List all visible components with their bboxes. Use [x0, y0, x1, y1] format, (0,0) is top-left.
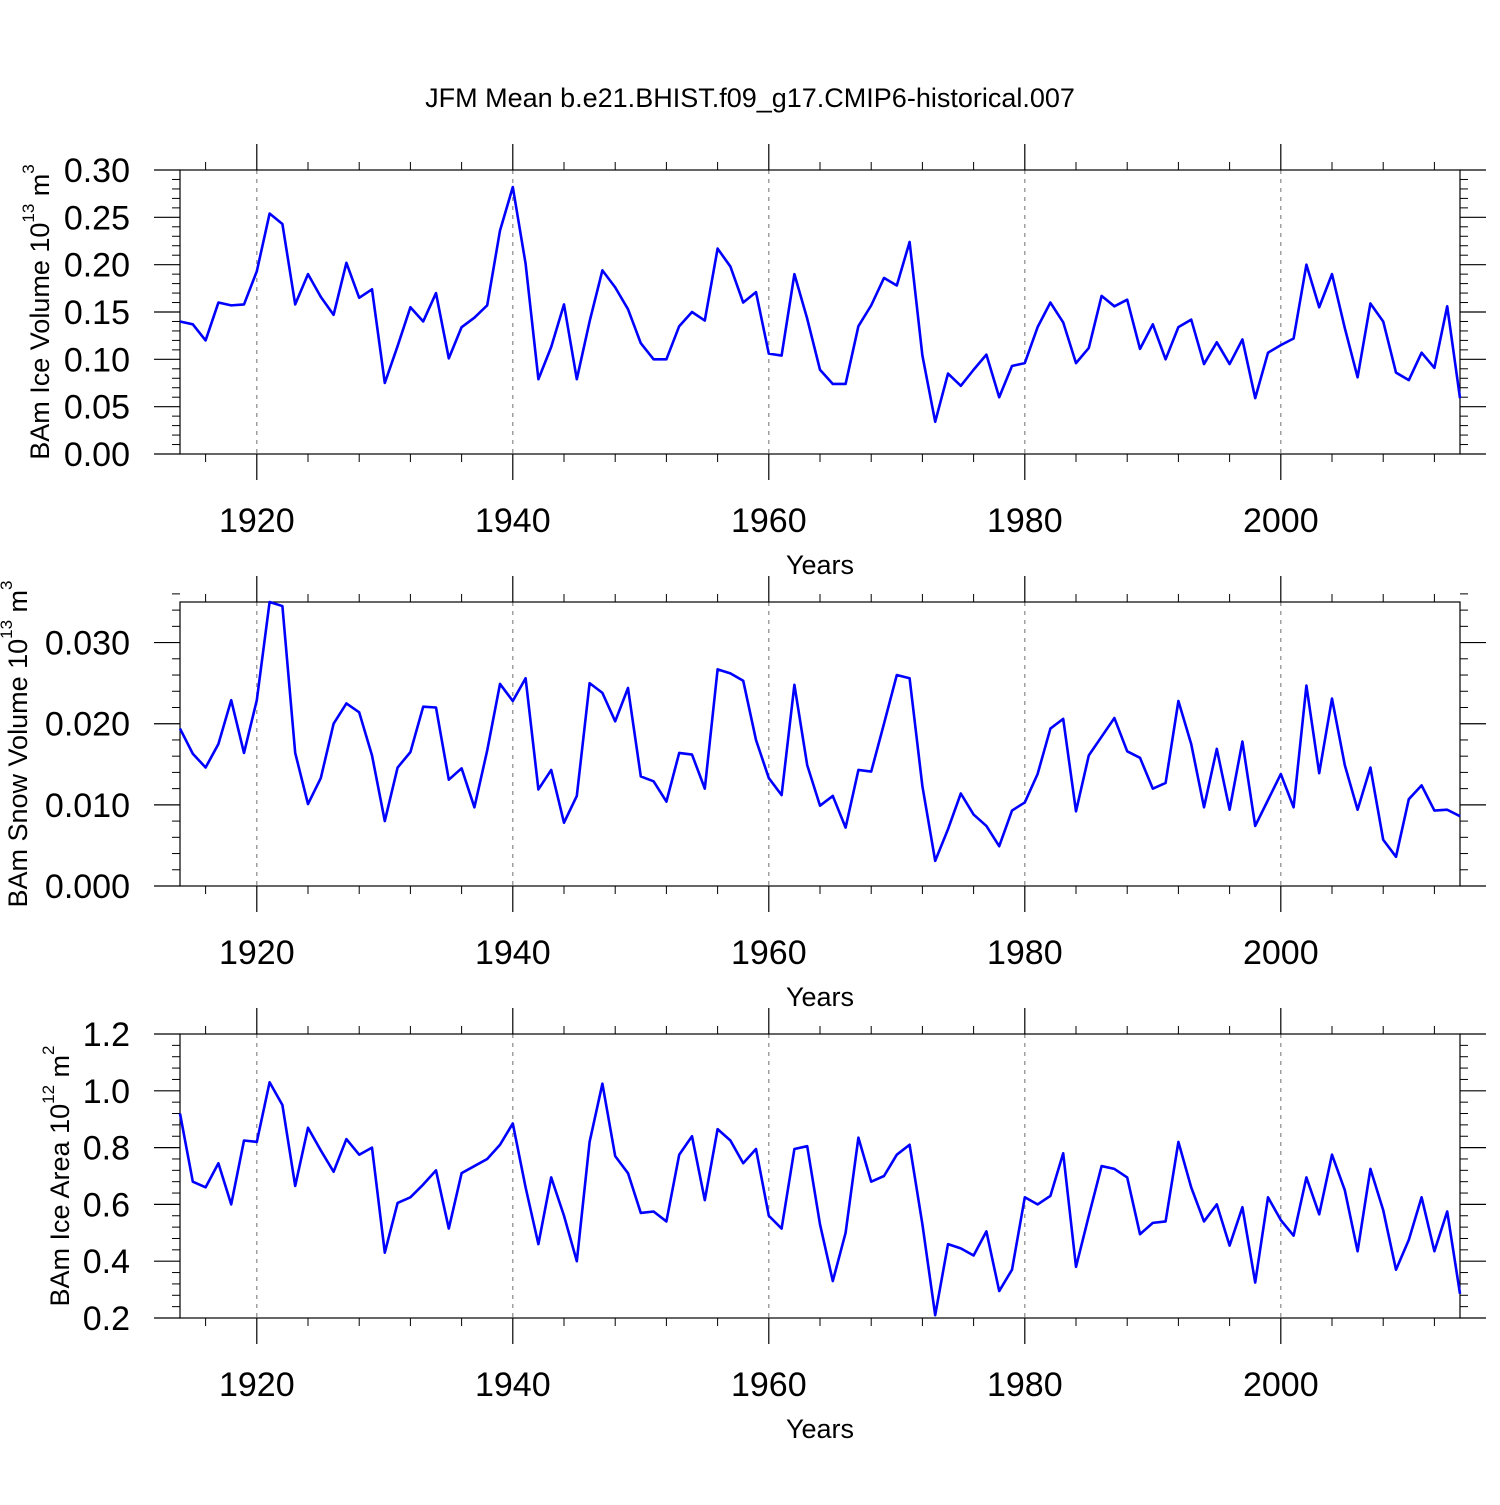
x-axis-label: Years: [786, 982, 854, 1012]
plot-frame: [179, 169, 1461, 455]
chart-panel-2: 1920 1940 1960 1980 2000 Years 0.000 0.010 0.020…: [0, 576, 1486, 1012]
y-tick-label-0.2: 0.2: [83, 1300, 130, 1338]
y-tick-label-0.20: 0.20: [64, 247, 130, 285]
y-tick-label-0.15: 0.15: [64, 294, 130, 332]
x-tick-label-1960: 1960: [731, 934, 807, 972]
x-tick-label-2000: 2000: [1243, 934, 1319, 972]
y-tick-label-0.4: 0.4: [83, 1243, 130, 1281]
data-series-line: [178, 1080, 1462, 1317]
plot-frame: [179, 1033, 1461, 1319]
x-axis-label: Years: [786, 550, 854, 580]
y-tick-label-1.0: 1.0: [83, 1073, 130, 1111]
y-tick-label-0.30: 0.30: [64, 152, 130, 190]
y-axis-label: BAm Ice Volume 1013 m3: [19, 164, 55, 460]
x-tick-label-1940: 1940: [475, 502, 551, 540]
x-tick-label-1920: 1920: [219, 1366, 295, 1404]
data-series-line: [178, 600, 1461, 863]
y-tick-label-0.010: 0.010: [45, 787, 130, 825]
y-tick-label-0.8: 0.8: [83, 1130, 130, 1168]
y-tick-label-0.10: 0.10: [64, 341, 130, 379]
y-tick-label-0.6: 0.6: [83, 1186, 130, 1224]
y-tick-label-0.05: 0.05: [64, 389, 130, 427]
x-tick-label-2000: 2000: [1243, 502, 1319, 540]
chart-title: JFM Mean b.e21.BHIST.f09_g17.CMIP6-histo…: [425, 83, 1075, 113]
x-tick-label-1920: 1920: [219, 934, 295, 972]
y-axis-label: BAm Ice Area 1012 m2: [39, 1046, 75, 1307]
x-tick-label-1940: 1940: [475, 934, 551, 972]
chart-panel-3: 1920 1940 1960 1980 2000 Years 0.2 0.4 0.6 0.8 1.0…: [39, 1008, 1486, 1444]
x-tick-label-1920: 1920: [219, 502, 295, 540]
x-tick-label-1940: 1940: [475, 1366, 551, 1404]
y-axis-label: BAm Snow Volume 1013 m3: [0, 580, 33, 907]
y-tick-label-0.000: 0.000: [45, 868, 130, 906]
y-tick-label-1.2: 1.2: [83, 1016, 130, 1054]
x-tick-label-1960: 1960: [731, 502, 807, 540]
y-tick-label-0.030: 0.030: [45, 625, 130, 663]
y-tick-label-0.020: 0.020: [45, 706, 130, 744]
x-tick-label-1980: 1980: [987, 1366, 1063, 1404]
chart-panel-1: 1920 1940 1960 1980 2000 Years 0.00 0.05 0.10 0.1…: [19, 144, 1486, 580]
data-series-line: [179, 185, 1462, 424]
x-tick-label-2000: 2000: [1243, 1366, 1319, 1404]
y-tick-label-0.00: 0.00: [64, 436, 130, 474]
x-tick-label-1980: 1980: [987, 934, 1063, 972]
plot-frame: [179, 601, 1461, 887]
y-tick-label-0.25: 0.25: [64, 199, 130, 237]
x-axis-label: Years: [786, 1414, 854, 1444]
x-tick-label-1980: 1980: [987, 502, 1063, 540]
x-tick-label-1960: 1960: [731, 1366, 807, 1404]
